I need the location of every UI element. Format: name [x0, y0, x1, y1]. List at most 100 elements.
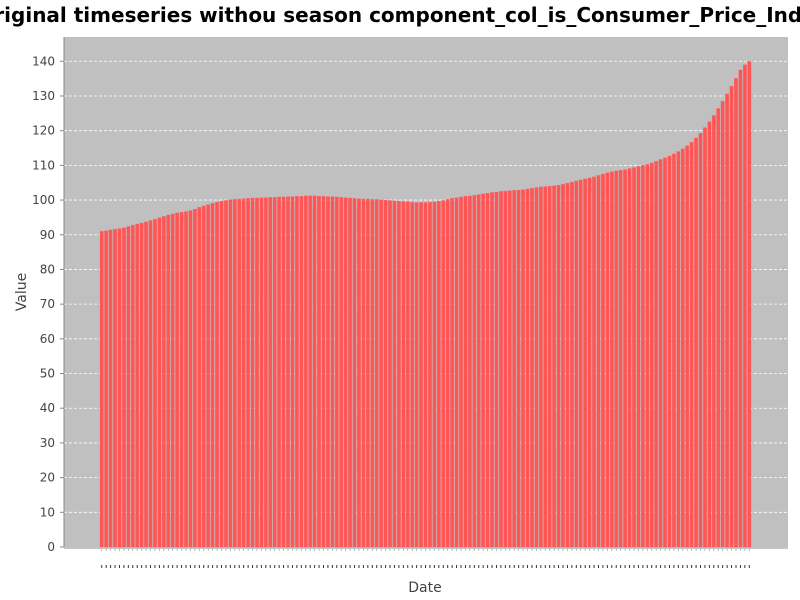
bar	[290, 196, 295, 548]
bar	[698, 132, 703, 548]
bar	[658, 159, 663, 548]
bar	[272, 197, 277, 548]
bar	[392, 200, 397, 548]
bar	[232, 199, 237, 548]
y-tick-label: 140	[32, 54, 55, 68]
bar	[339, 197, 344, 548]
bar	[161, 216, 166, 548]
bar	[672, 153, 676, 548]
bar	[663, 157, 667, 548]
bar	[570, 181, 574, 548]
bar	[445, 199, 450, 548]
bar	[503, 190, 508, 548]
bar	[574, 180, 579, 548]
bar	[108, 229, 113, 548]
y-tick-label: 20	[40, 471, 55, 485]
bar	[383, 199, 388, 548]
y-tick-label: 40	[40, 401, 55, 415]
y-tick-labels: 0 10 20 30 40 50 60 70 80 90 100 110 120 130 140	[32, 54, 64, 554]
bar	[525, 188, 530, 548]
bar	[410, 201, 415, 548]
bar	[618, 170, 623, 548]
bar	[472, 195, 477, 548]
bar	[357, 198, 361, 548]
bar	[640, 165, 645, 548]
bar	[454, 197, 459, 548]
bar	[343, 197, 348, 548]
bar	[534, 187, 539, 548]
bar	[596, 175, 601, 548]
bar	[246, 198, 250, 548]
bar	[374, 199, 379, 548]
bar	[277, 196, 282, 548]
bar	[654, 161, 659, 548]
bar	[578, 179, 583, 548]
bar	[423, 202, 428, 548]
bar	[623, 169, 627, 548]
y-tick-label: 30	[40, 436, 55, 450]
bar	[632, 167, 636, 548]
bar	[113, 229, 117, 548]
bar	[126, 226, 131, 548]
bar	[667, 155, 672, 548]
bar	[747, 61, 752, 548]
bar	[228, 199, 233, 548]
y-tick-label: 100	[32, 193, 55, 207]
bar	[556, 184, 561, 548]
bar	[197, 207, 202, 548]
bar	[157, 217, 162, 548]
bar	[729, 86, 734, 548]
y-tick-label: 60	[40, 332, 55, 346]
bar	[352, 198, 357, 548]
bar	[139, 222, 144, 548]
bar	[428, 201, 432, 548]
bar	[734, 78, 738, 548]
bar	[609, 171, 614, 548]
bar	[317, 196, 321, 548]
bar	[463, 196, 468, 548]
bar	[201, 205, 206, 548]
bar	[459, 196, 463, 548]
bar	[370, 199, 375, 548]
y-tick-label: 10	[40, 505, 55, 519]
bar	[334, 196, 339, 548]
bar	[99, 231, 104, 548]
bar	[330, 196, 335, 548]
bar	[268, 197, 273, 548]
bar	[636, 166, 641, 548]
bar	[738, 69, 743, 548]
bar	[144, 221, 148, 548]
y-tick-label: 130	[32, 89, 55, 103]
bar	[361, 198, 366, 548]
bar	[614, 170, 619, 548]
y-tick-label: 70	[40, 297, 55, 311]
y-tick-label: 50	[40, 367, 55, 381]
bar	[130, 224, 135, 548]
bar	[379, 199, 384, 548]
bar	[401, 201, 406, 548]
bar	[711, 115, 716, 548]
bar	[649, 162, 654, 548]
y-tick-label: 80	[40, 262, 55, 276]
bar	[175, 212, 180, 548]
bar	[441, 200, 446, 548]
bar	[250, 197, 255, 548]
bar	[184, 211, 188, 548]
bar	[583, 178, 588, 548]
bar	[215, 201, 219, 548]
x-tick-marks	[101, 549, 750, 568]
bar	[388, 200, 392, 548]
bar	[547, 186, 552, 548]
bar	[219, 200, 224, 548]
bar	[432, 201, 437, 548]
y-tick-label: 110	[32, 158, 55, 172]
bar	[192, 208, 197, 548]
bar	[601, 173, 605, 548]
bar	[295, 196, 299, 548]
bar	[166, 214, 171, 548]
bar	[104, 230, 109, 548]
bar	[153, 218, 157, 548]
bar	[565, 182, 570, 548]
bar	[543, 186, 548, 548]
x-axis-label: Date	[408, 580, 441, 596]
